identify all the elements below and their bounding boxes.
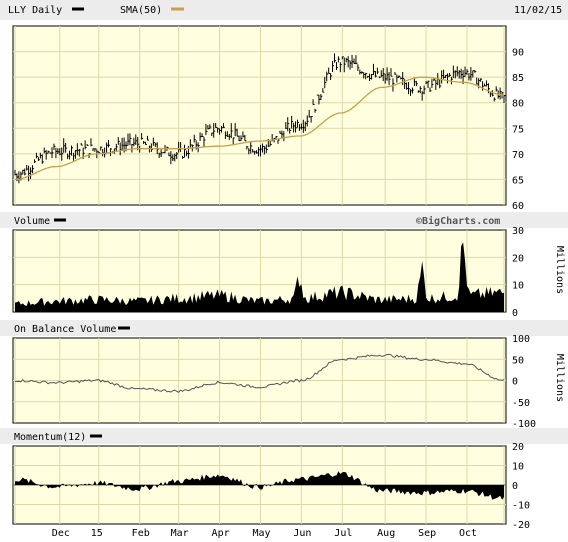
volume-label: Volume [14, 216, 50, 227]
y-tick-label: 30 [512, 226, 524, 237]
volume-header [0, 212, 568, 228]
y-tick-label: -100 [512, 419, 536, 430]
y-tick-label: 20 [512, 253, 524, 264]
y-tick-label: 75 [512, 124, 524, 135]
volume-area [15, 242, 504, 312]
price-grid [13, 26, 506, 205]
y-tick-label: 85 [512, 73, 524, 84]
x-tick-label: Feb [132, 528, 150, 539]
y-tick-label: 0 [512, 308, 518, 319]
watermark: ©BigCharts.com [416, 215, 500, 227]
y-tick-label: 90 [512, 48, 524, 59]
x-tick-label: May [252, 528, 270, 539]
symbol-label: LLY Daily [8, 5, 62, 16]
x-tick-label: Apr [212, 528, 230, 539]
obv-y-ticks: -100 -50 0 50 100 [512, 334, 536, 430]
header-date: 11/02/15 [514, 5, 562, 16]
y-tick-label: 70 [512, 150, 524, 161]
x-tick-label: 15 [91, 528, 103, 539]
y-tick-label: 0 [512, 481, 518, 492]
momentum-label: Momentum(12) [14, 432, 86, 443]
y-tick-label: 60 [512, 201, 524, 212]
x-axis-labels: Dec 15 Feb Mar Apr May Jun Jul Aug Sep Oct [52, 528, 477, 539]
y-tick-label: 0 [512, 377, 518, 388]
obv-unit: Millions [554, 354, 565, 402]
y-tick-label: -10 [512, 501, 530, 512]
obv-header [0, 320, 568, 336]
obv-label: On Balance Volume [14, 324, 116, 335]
x-tick-label: Dec [52, 528, 70, 539]
y-tick-label: -50 [512, 398, 530, 409]
momentum-y-ticks: -20 -10 0 10 20 [512, 442, 530, 531]
y-tick-label: 80 [512, 99, 524, 110]
obv-line [14, 353, 505, 393]
y-tick-label: 10 [512, 281, 524, 292]
momentum-header [0, 428, 568, 444]
y-tick-label: 50 [512, 355, 524, 366]
sma-label: SMA(50) [120, 5, 162, 16]
x-tick-label: Jul [334, 528, 352, 539]
y-tick-label: 20 [512, 442, 524, 453]
price-bars [14, 53, 506, 184]
x-tick-label: Oct [459, 528, 477, 539]
volume-y-ticks: 0 10 20 30 [512, 226, 524, 319]
x-tick-label: Jun [293, 528, 311, 539]
y-tick-label: 100 [512, 334, 530, 345]
volume-unit: Millions [554, 246, 565, 294]
y-tick-label: -20 [512, 520, 530, 531]
price-y-ticks: 60 65 70 75 80 85 90 [512, 48, 524, 212]
price-panel [12, 25, 507, 206]
x-tick-label: Mar [171, 528, 189, 539]
y-tick-label: 10 [512, 462, 524, 473]
y-tick-label: 65 [512, 175, 524, 186]
header-bar [0, 0, 568, 20]
momentum-area [15, 471, 504, 500]
sma-line [14, 76, 504, 181]
x-tick-label: Aug [377, 528, 395, 539]
x-tick-label: Sep [418, 528, 436, 539]
